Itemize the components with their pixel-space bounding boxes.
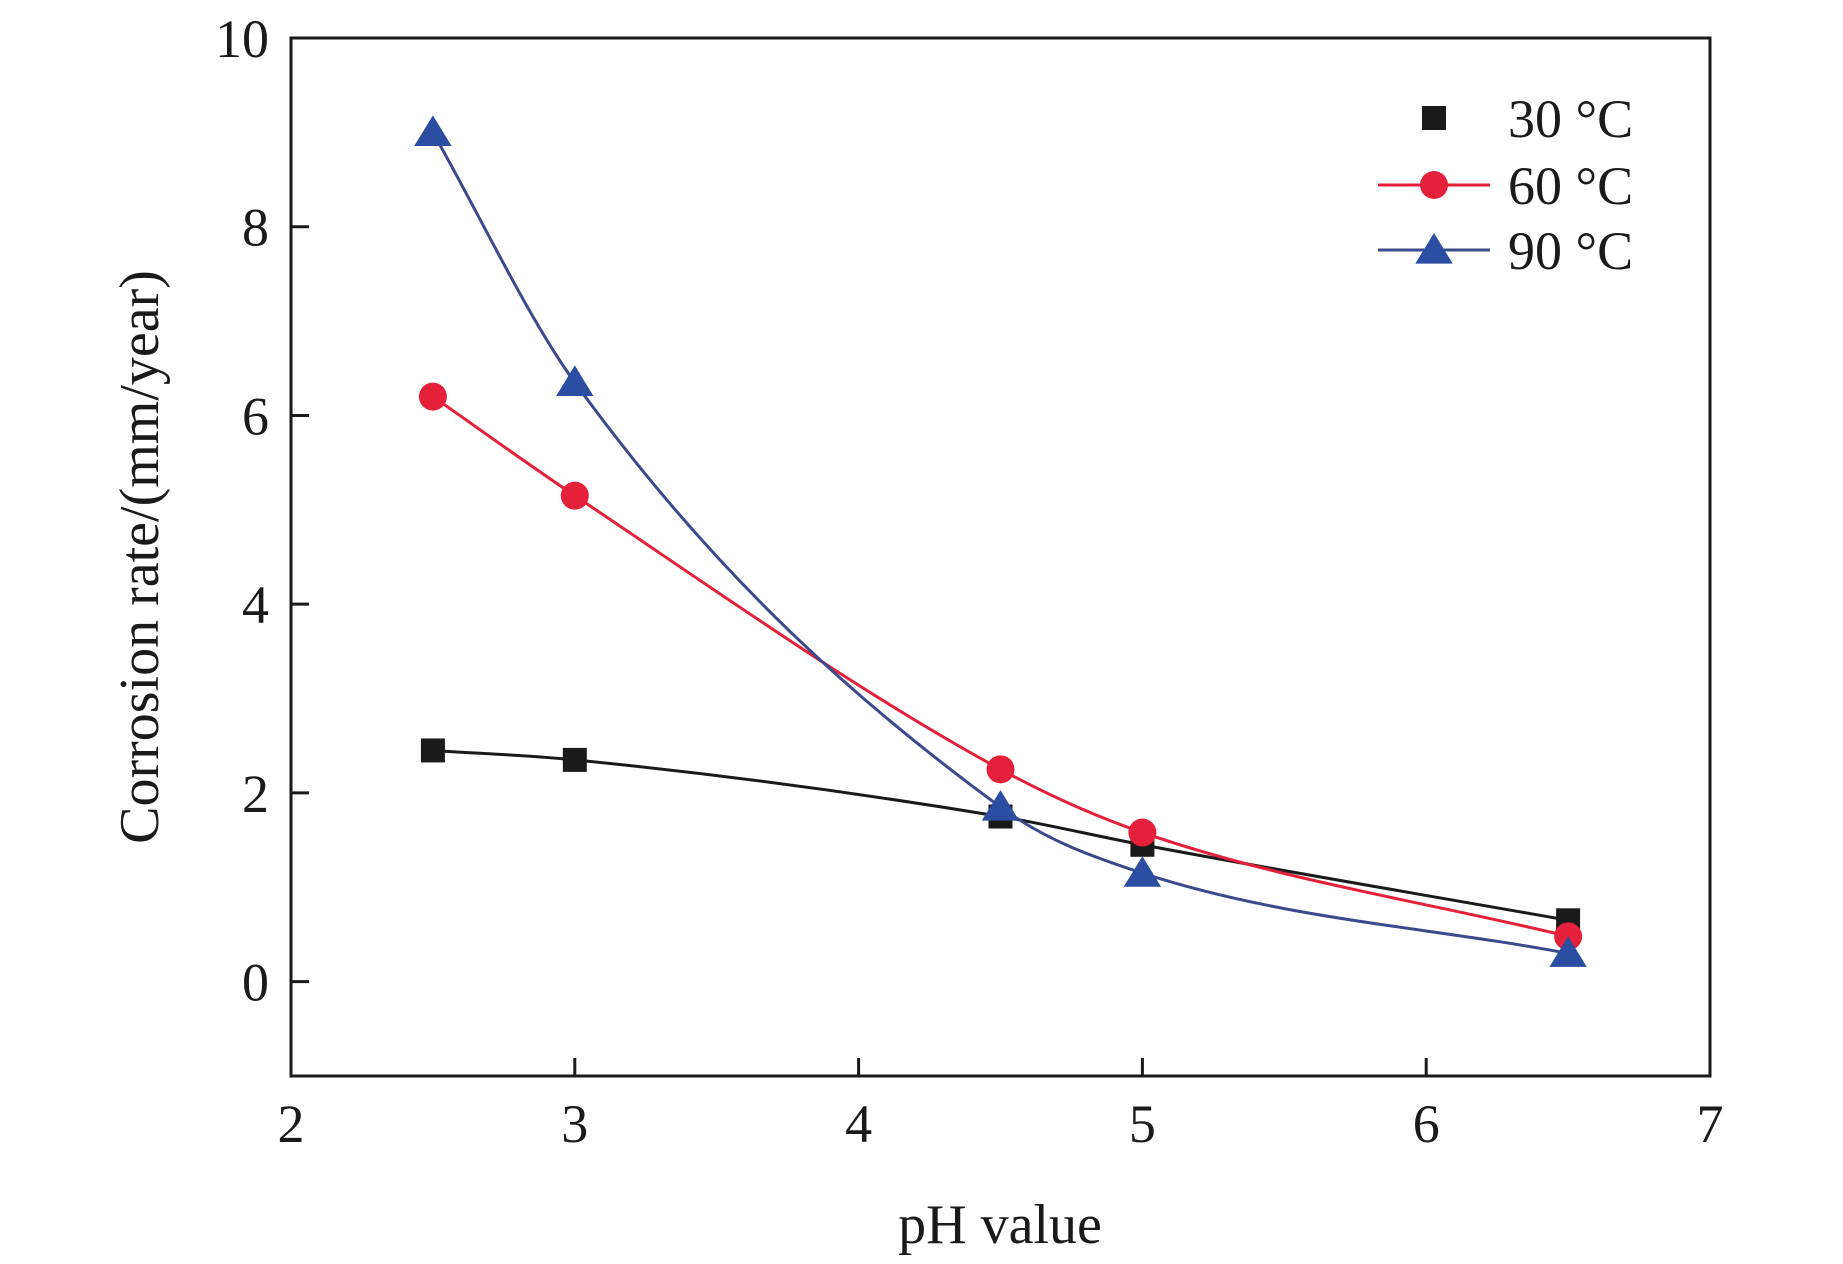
y-tick-label: 10	[215, 9, 269, 69]
series-curves	[431, 131, 1569, 955]
data-point	[556, 365, 594, 397]
y-tick-label: 8	[242, 198, 269, 258]
data-point	[1549, 936, 1587, 967]
data-point	[981, 790, 1020, 821]
x-tick-label: 3	[561, 1094, 588, 1154]
series-line-3	[431, 131, 1569, 955]
plot-frame	[289, 36, 1712, 1078]
legend-label: 60 °C	[1508, 156, 1633, 216]
x-tick-label: 7	[1697, 1094, 1724, 1154]
data-point	[420, 738, 445, 763]
y-tick-label: 4	[242, 575, 269, 635]
y-axis-label: Corrosion rate/(mm/year)	[109, 270, 171, 844]
x-tick-label: 2	[278, 1094, 305, 1154]
y-axis-ticks: 0 2 4 6 8 10	[215, 9, 309, 1013]
legend-label: 90 °C	[1508, 221, 1633, 281]
data-point	[414, 115, 452, 146]
data-point	[418, 382, 447, 411]
x-tick-label: 6	[1413, 1094, 1440, 1154]
legend-marker	[1415, 233, 1453, 264]
data-point	[986, 755, 1015, 784]
x-tick-label: 4	[845, 1094, 872, 1154]
legend: 30 °C 60 °C90 °C	[1378, 89, 1633, 281]
legend-label: 30 °C	[1508, 89, 1633, 149]
x-axis-ticks: 2 3 4 5 6 7	[278, 1058, 1724, 1154]
x-axis-label: pH value	[898, 1194, 1102, 1256]
y-tick-label: 6	[242, 386, 269, 446]
data-point	[1128, 818, 1157, 847]
series-line-2	[432, 395, 1569, 938]
data-point	[1123, 856, 1162, 887]
series-markers	[414, 115, 1587, 967]
y-tick-label: 0	[242, 953, 269, 1013]
y-tick-label: 2	[242, 764, 269, 824]
data-point	[560, 481, 589, 510]
legend-marker	[1422, 106, 1446, 130]
data-point	[562, 747, 587, 772]
legend-marker	[1420, 171, 1448, 199]
x-tick-label: 5	[1129, 1094, 1156, 1154]
